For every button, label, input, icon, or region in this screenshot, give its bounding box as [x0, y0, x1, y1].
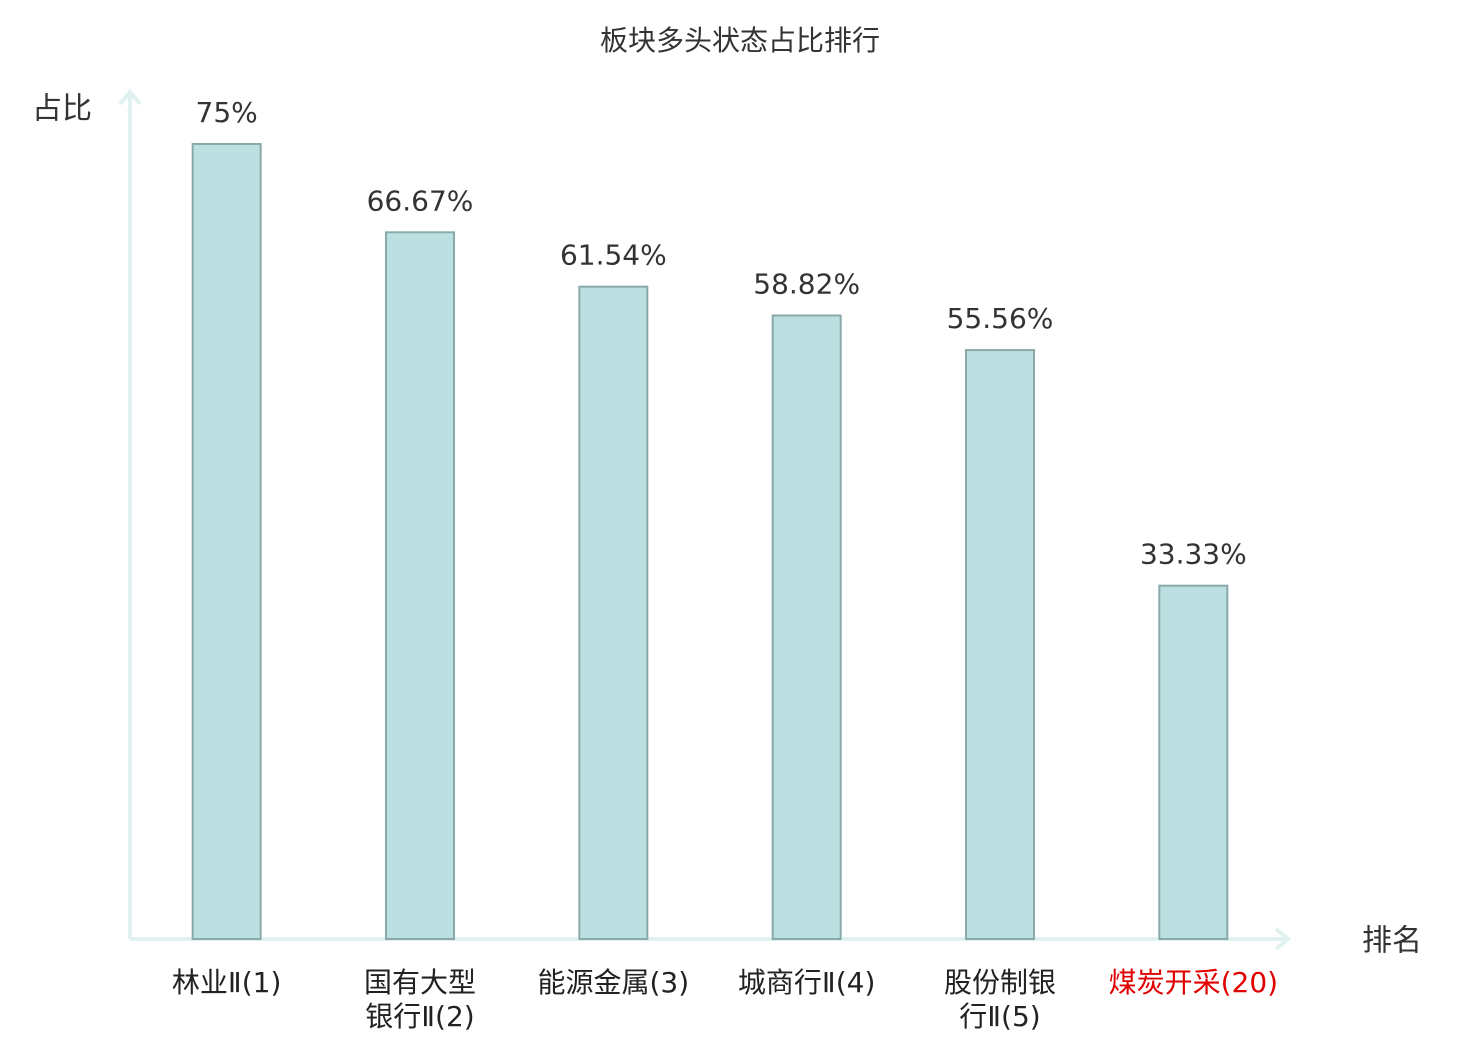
x-tick-label: 林业Ⅱ(1): [171, 966, 282, 999]
value-label: 55.56%: [947, 302, 1054, 335]
x-axis-label: 排名: [1362, 924, 1422, 959]
x-tick-label: 城商行Ⅱ(4): [737, 966, 876, 999]
bar: [771, 314, 842, 940]
x-arrow: [1274, 927, 1292, 951]
bar: [965, 349, 1035, 940]
y-axis-label: 占比: [32, 92, 92, 127]
value-label: 75%: [196, 96, 258, 129]
x-tick-label: 能源金属(3): [537, 966, 690, 999]
axes: [118, 88, 1292, 951]
chart-title: 板块多头状态占比排行: [600, 24, 880, 57]
value-label: 61.54%: [560, 239, 667, 272]
x-tick-label: 煤炭开采(20): [1108, 966, 1279, 999]
x-tick-label: 国有大型 银行Ⅱ(2): [363, 966, 476, 1033]
bar: [578, 285, 649, 940]
value-label: 66.67%: [367, 184, 474, 217]
bar: [385, 231, 455, 941]
bar: [1158, 584, 1229, 941]
x-tick-label: 股份制银 行Ⅱ(5): [943, 966, 1056, 1033]
y-arrow: [118, 88, 142, 106]
value-label: 58.82%: [753, 268, 860, 301]
value-label: 33.33%: [1140, 538, 1247, 571]
bar: [191, 143, 262, 940]
